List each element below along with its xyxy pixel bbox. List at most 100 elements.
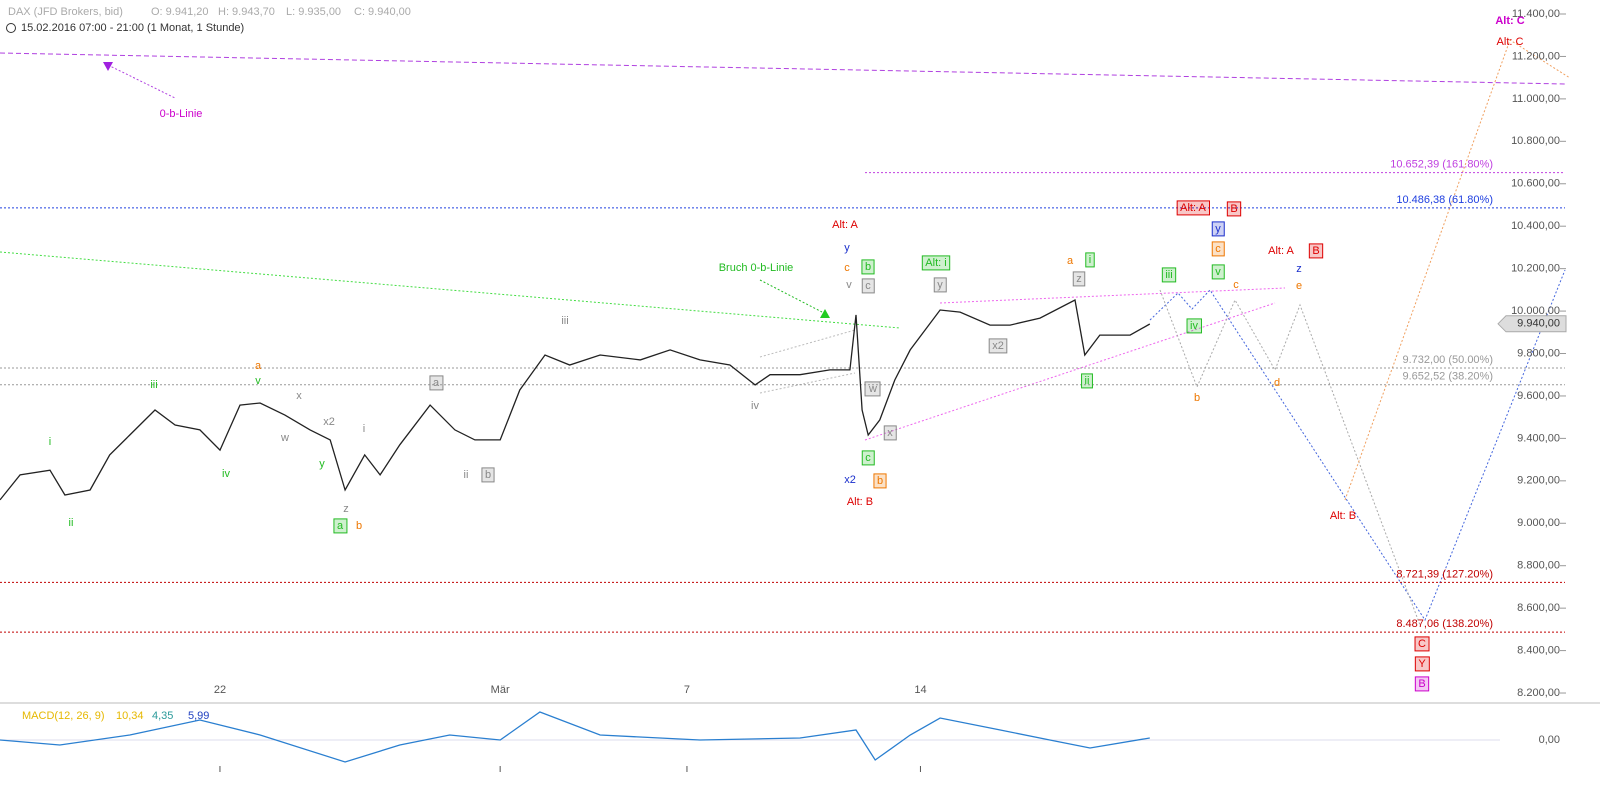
wave-label: e xyxy=(1296,280,1302,292)
label-box xyxy=(861,450,875,466)
wave-label: x2 xyxy=(844,474,856,486)
wave-label: Alt: A xyxy=(832,219,858,231)
wave-label: c xyxy=(844,262,850,274)
wave-label: y xyxy=(844,242,850,254)
fib-label: 8.721,39 (127.20%) xyxy=(1396,568,1493,580)
last-price-label: 9.940,00 xyxy=(1517,318,1560,330)
wave-label: x xyxy=(296,390,302,402)
wave-label: ii xyxy=(464,469,469,481)
wave-label: y xyxy=(1215,223,1221,235)
wave-label: v xyxy=(255,375,261,387)
wave-label: a xyxy=(433,377,440,389)
wave-label: 0-b-Linie xyxy=(160,108,203,120)
label-box xyxy=(1211,241,1225,257)
wave-label: Alt: B xyxy=(1330,510,1356,522)
y-tick-label: 11.200,00 xyxy=(1512,50,1560,62)
wave-label: c xyxy=(865,452,871,464)
wave-label: z xyxy=(1076,273,1082,285)
label-box xyxy=(1186,318,1202,334)
wave-label: B xyxy=(1312,245,1319,257)
wave-label: y xyxy=(319,458,325,470)
wave-label: y xyxy=(937,279,943,291)
macd-readout: 4,35 xyxy=(152,710,173,722)
wave-label: iii xyxy=(561,315,568,327)
title: DAX (JFD Brokers, bid) xyxy=(8,6,123,18)
macd-tick-label: 0,00 xyxy=(1539,734,1560,746)
label-box xyxy=(1226,201,1242,217)
wave-label: v xyxy=(1215,266,1221,278)
wave-label: b xyxy=(877,475,883,487)
marker xyxy=(820,309,830,318)
label-box xyxy=(1414,636,1430,652)
triangle-line xyxy=(864,302,1276,441)
quote: O: 9.941,20 xyxy=(151,6,209,18)
marker xyxy=(103,62,113,71)
wave-label: w xyxy=(868,383,877,395)
label-box xyxy=(921,255,951,271)
projection xyxy=(1344,39,1571,501)
label-box xyxy=(864,381,881,397)
wave-label: Alt: C xyxy=(1495,15,1524,27)
zero-b-line xyxy=(0,52,1566,85)
wave-label: iii xyxy=(1165,269,1172,281)
label-box xyxy=(481,467,495,483)
y-tick-label: 8.800,00 xyxy=(1517,560,1560,572)
triangle-line xyxy=(939,287,1286,304)
wave-label: c xyxy=(1233,279,1239,291)
y-tick-label: 10.400,00 xyxy=(1511,220,1560,232)
wave-label: Alt: A xyxy=(1180,202,1206,214)
triangle-line xyxy=(759,329,856,358)
y-tick-label: 8.600,00 xyxy=(1517,602,1560,614)
wave-label: z xyxy=(1296,263,1302,275)
wave-label: iii xyxy=(150,379,157,391)
quote: C: 9.940,00 xyxy=(354,6,411,18)
macd-readout: 5,99 xyxy=(188,710,209,722)
last-price-tag xyxy=(1497,315,1567,333)
green-trendline xyxy=(0,251,901,329)
fib-label: 10.486,38 (61.80%) xyxy=(1396,194,1493,206)
fib-label: 8.487,06 (138.20%) xyxy=(1396,618,1493,630)
wave-label: Bruch 0-b-Linie xyxy=(719,262,794,274)
wave-label: Alt: i xyxy=(925,257,946,269)
wave-label: c xyxy=(1215,243,1221,255)
wave-label: i xyxy=(1089,254,1091,266)
wave-label: Alt: B xyxy=(847,496,873,508)
y-tick-label: 9.400,00 xyxy=(1517,432,1560,444)
y-tick-label: 8.200,00 xyxy=(1517,687,1560,699)
label-box xyxy=(1085,252,1095,268)
label-box xyxy=(1161,267,1177,283)
label-box xyxy=(988,338,1008,354)
wave-label: a xyxy=(1067,255,1074,267)
wave-label: b xyxy=(485,469,491,481)
wave-label: x2 xyxy=(992,340,1004,352)
label-box xyxy=(1072,271,1086,287)
label-box xyxy=(861,259,875,275)
clock-icon xyxy=(6,23,16,33)
y-tick-label: 10.600,00 xyxy=(1511,178,1560,190)
label-box xyxy=(873,473,887,489)
wave-label: C xyxy=(1418,638,1426,650)
wave-label: a xyxy=(255,360,262,372)
pointer xyxy=(107,64,176,99)
x-tick-label: 22 xyxy=(214,684,226,696)
wave-label: a xyxy=(337,520,344,532)
label-box xyxy=(1308,243,1324,259)
fib-label: 9.652,52 (38.20%) xyxy=(1402,371,1493,383)
wave-label: Alt: C xyxy=(1497,36,1524,48)
macd-readout: 10,34 xyxy=(116,710,144,722)
wave-label: i xyxy=(363,423,365,435)
y-tick-label: 11.400,00 xyxy=(1512,8,1560,20)
wave-label: w xyxy=(280,432,289,444)
label-box xyxy=(861,278,875,294)
wave-label: d xyxy=(1274,377,1280,389)
label-box xyxy=(883,425,897,441)
x-tick-label: 14 xyxy=(914,684,926,696)
wave-label: Y xyxy=(1418,658,1426,670)
wave-label: x2 xyxy=(323,416,335,428)
wave-label: x xyxy=(887,427,893,439)
fib-label: 10.652,39 (161.80%) xyxy=(1390,159,1493,171)
wave-label: c xyxy=(865,280,871,292)
wave-label: z xyxy=(343,503,349,515)
wave-label: B xyxy=(1418,678,1425,690)
